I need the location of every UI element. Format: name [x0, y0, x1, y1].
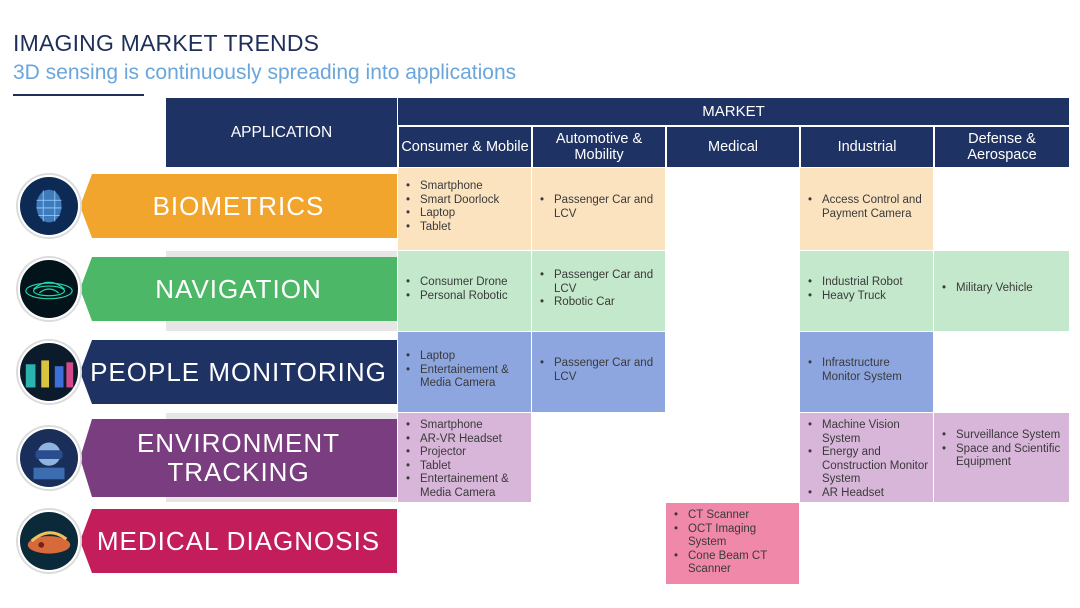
cell-environment-tracking-consumer-mobile: SmartphoneAR-VR HeadsetProjectorTabletEn…	[398, 413, 531, 502]
cell-item: Machine Vision System	[808, 419, 929, 446]
cell-medical-diagnosis-medical: CT ScannerOCT Imaging SystemCone Beam CT…	[666, 503, 799, 584]
column-header-defense-aerospace: Defense & Aerospace	[934, 127, 1069, 167]
cell-item: Entertainement & Media Camera	[406, 364, 527, 391]
ar-headset-icon	[18, 427, 80, 489]
cell-item: Military Vehicle	[942, 282, 1065, 296]
cell-biometrics-industrial: Access Control and Payment Camera	[800, 168, 933, 250]
cell-item: Passenger Car and LCV	[540, 269, 661, 296]
application-people-monitoring: PEOPLE MONITORING	[80, 340, 397, 404]
cell-item: Smartphone	[406, 419, 527, 433]
medical-scan-icon	[18, 510, 80, 572]
cell-navigation-defense-aerospace: Military Vehicle	[934, 251, 1069, 331]
cell-item: Surveillance System	[942, 429, 1065, 443]
lidar-car-icon	[18, 258, 80, 320]
column-header-consumer-mobile: Consumer & Mobile	[398, 127, 531, 167]
cell-item: Personal Robotic	[406, 290, 527, 304]
cell-item: Industrial Robot	[808, 276, 929, 290]
page-subtitle: 3D sensing is continuously spreading int…	[13, 61, 517, 84]
application-environment-tracking: ENVIRONMENT TRACKING	[80, 419, 397, 497]
cell-biometrics-automotive-mobility: Passenger Car and LCV	[532, 168, 665, 250]
cell-environment-tracking-defense-aerospace: Surveillance SystemSpace and Scientific …	[934, 413, 1069, 502]
cell-item: Cone Beam CT Scanner	[674, 550, 795, 577]
cell-item: Heavy Truck	[808, 290, 929, 304]
crowd-tracking-icon	[18, 341, 80, 403]
application-navigation: NAVIGATION	[80, 257, 397, 321]
cell-item: Tablet	[406, 221, 527, 235]
cell-item: AR-VR Headset	[406, 433, 527, 447]
cell-item: Energy and Construction Monitor System	[808, 446, 929, 487]
cell-navigation-consumer-mobile: Consumer DronePersonal Robotic	[398, 251, 531, 331]
cell-people-monitoring-industrial: Infrastructure Monitor System	[800, 332, 933, 412]
cell-item: AR Headset	[808, 487, 929, 501]
cell-people-monitoring-consumer-mobile: LaptopEntertainement & Media Camera	[398, 332, 531, 412]
cell-item: Tablet	[406, 460, 527, 474]
cell-item: Projector	[406, 446, 527, 460]
cell-item: Infrastructure Monitor System	[808, 357, 929, 384]
face-scan-icon	[18, 175, 80, 237]
cell-item: Space and Scientific Equipment	[942, 443, 1065, 470]
column-header-industrial: Industrial	[800, 127, 933, 167]
application-medical-diagnosis: MEDICAL DIAGNOSIS	[80, 509, 397, 573]
cell-people-monitoring-automotive-mobility: Passenger Car and LCV	[532, 332, 665, 412]
application-header: APPLICATION	[166, 98, 397, 167]
column-header-automotive-mobility: Automotive & Mobility	[532, 127, 665, 167]
cell-item: Smartphone	[406, 180, 527, 194]
column-header-medical: Medical	[666, 127, 799, 167]
market-header: MARKET	[398, 98, 1069, 126]
page-title: IMAGING MARKET TRENDS	[13, 30, 320, 56]
title-underline	[13, 94, 144, 96]
cell-item: CT Scanner	[674, 509, 795, 523]
cell-item: Robotic Car	[540, 296, 661, 310]
cell-item: Access Control and Payment Camera	[808, 194, 929, 221]
cell-item: Laptop	[406, 207, 527, 221]
cell-navigation-industrial: Industrial RobotHeavy Truck	[800, 251, 933, 331]
cell-item: Smart Doorlock	[406, 194, 527, 208]
cell-item: Passenger Car and LCV	[540, 357, 661, 384]
cell-biometrics-consumer-mobile: SmartphoneSmart DoorlockLaptopTablet	[398, 168, 531, 250]
cell-item: Passenger Car and LCV	[540, 194, 661, 221]
application-biometrics: BIOMETRICS	[80, 174, 397, 238]
cell-item: Entertainement & Media Camera	[406, 473, 527, 500]
cell-item: Laptop	[406, 350, 527, 364]
cell-navigation-automotive-mobility: Passenger Car and LCVRobotic Car	[532, 251, 665, 331]
cell-item: OCT Imaging System	[674, 523, 795, 550]
cell-item: Consumer Drone	[406, 276, 527, 290]
cell-environment-tracking-industrial: Machine Vision SystemEnergy and Construc…	[800, 413, 933, 502]
